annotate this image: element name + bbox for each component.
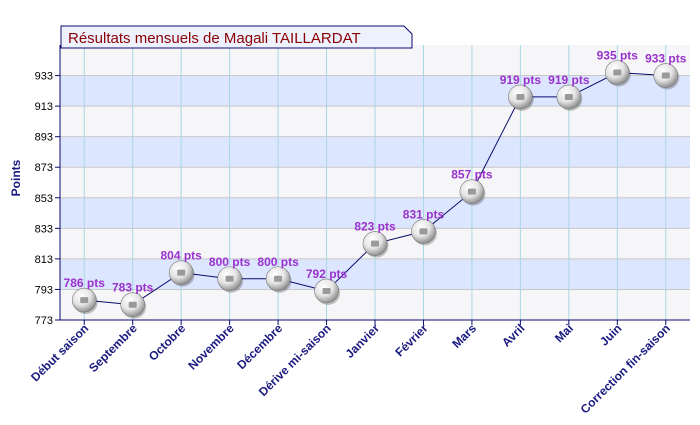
y-tick-label: 853	[35, 193, 53, 205]
data-point-marker	[556, 84, 583, 111]
y-tick-label: 813	[35, 254, 53, 266]
data-label: 804 pts	[160, 249, 202, 263]
ball-logo-mark	[613, 69, 622, 76]
data-point-marker	[653, 63, 680, 90]
data-label: 800 pts	[257, 255, 299, 269]
data-label: 919 pts	[548, 73, 590, 87]
data-label: 792 pts	[306, 267, 348, 281]
ball-logo-mark	[467, 188, 476, 195]
y-tick-label: 893	[35, 132, 53, 144]
x-tick-label: Janvier	[343, 321, 383, 361]
data-label: 935 pts	[597, 49, 639, 63]
y-tick-label: 933	[35, 71, 53, 83]
data-point-marker	[71, 287, 98, 315]
data-point-marker	[168, 260, 195, 287]
data-label: 786 pts	[64, 276, 106, 290]
data-label: 800 pts	[209, 255, 251, 269]
y-tick-label: 793	[35, 284, 53, 296]
data-labels: 786 pts 783 pts 804 pts 800 pts 800 pts 792 p…	[64, 49, 687, 295]
data-point-marker	[459, 179, 486, 206]
y-tick-label: 833	[35, 223, 53, 235]
x-tick-label: Octobre	[146, 321, 189, 364]
ball-logo-mark	[128, 301, 137, 308]
x-tick-label: Septembre	[86, 321, 140, 375]
point-markers	[71, 60, 680, 319]
ball-logo-mark	[322, 287, 331, 294]
data-label: 823 pts	[354, 220, 396, 234]
y-tick-label: 773	[35, 315, 53, 327]
x-tick-label: Correction fin-saison	[578, 321, 673, 416]
data-point-marker	[362, 231, 389, 258]
ball-logo-mark	[419, 228, 428, 235]
data-label: 857 pts	[451, 168, 493, 182]
x-tick-label: Février	[392, 321, 430, 359]
data-point-marker	[265, 266, 292, 293]
data-point-marker	[411, 219, 437, 246]
y-tick-label: 913	[35, 101, 53, 113]
ball-logo-mark	[661, 72, 670, 79]
y-axis-label: Points	[9, 159, 23, 196]
y-axis-ticks: 773 793 813 833 853 873 893 913 933	[35, 71, 60, 327]
data-point-marker	[217, 266, 244, 293]
y-tick-label: 873	[35, 162, 53, 174]
data-label: 933 pts	[645, 52, 687, 66]
data-point-marker	[120, 292, 147, 319]
ball-logo-mark	[177, 269, 186, 276]
x-tick-label: Mai	[552, 321, 576, 345]
x-tick-label: Mars	[449, 321, 479, 351]
x-tick-label: Novembre	[185, 321, 237, 373]
ball-logo-mark	[80, 297, 89, 304]
data-point-marker	[508, 84, 534, 111]
data-label: 919 pts	[500, 73, 542, 87]
chart-title: Résultats mensuels de Magali TAILLARDAT	[68, 30, 361, 47]
ball-logo-mark	[564, 93, 573, 100]
x-tick-label: Début saison	[28, 321, 91, 384]
ball-logo-mark	[371, 240, 379, 247]
title-box-shape	[60, 25, 413, 49]
data-label: 783 pts	[112, 281, 154, 295]
ball-logo-mark	[274, 275, 283, 282]
ball-logo-mark	[225, 275, 234, 282]
x-tick-label: Avril	[499, 321, 527, 349]
data-label: 831 pts	[403, 207, 445, 221]
ball-logo-mark	[516, 93, 525, 100]
data-point-marker	[605, 60, 631, 87]
x-tick-label: Juin	[597, 321, 624, 348]
data-point-marker	[314, 278, 341, 305]
chart-title-box: Résultats mensuels de Magali TAILLARDAT	[60, 25, 413, 49]
x-tick-label: Décembre	[234, 321, 285, 372]
